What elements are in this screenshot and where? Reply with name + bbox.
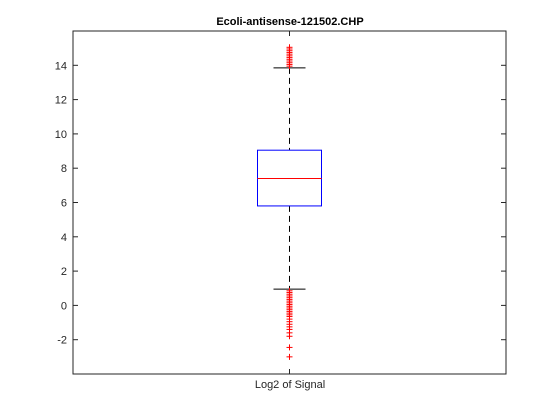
box-group [257, 67, 322, 290]
y-tick-label: 0 [61, 300, 67, 312]
y-tick-label: 12 [55, 95, 67, 107]
y-tick-label: 8 [61, 163, 67, 175]
chart-title: Ecoli-antisense-121502.CHP [216, 16, 363, 28]
outlier-point [286, 44, 293, 51]
outlier-group [286, 44, 293, 360]
y-tick-label: 2 [61, 266, 67, 278]
y-axis: -2 0 2 4 6 8 10 12 14 [55, 31, 506, 374]
y-tick-label: -2 [57, 335, 67, 347]
y-tick-label: 6 [61, 198, 67, 210]
y-tick-label: 10 [55, 129, 67, 141]
y-tick-label: 4 [61, 232, 67, 244]
x-tick-label: Log2 of Signal [255, 379, 325, 391]
outlier-point [286, 333, 293, 340]
outlier-point [286, 353, 293, 360]
y-tick-label: 14 [55, 60, 67, 72]
outlier-point [286, 344, 293, 351]
